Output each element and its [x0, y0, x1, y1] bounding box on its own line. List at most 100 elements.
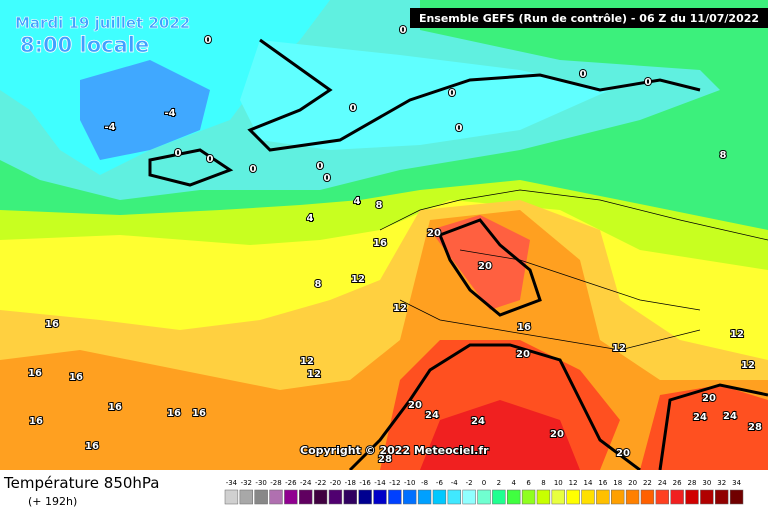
- legend-label: 28: [688, 479, 697, 487]
- legend-swatch: [447, 489, 461, 505]
- contour-label: 16: [167, 408, 181, 419]
- contour-label: 0: [175, 148, 182, 159]
- legend-label: -18: [345, 479, 356, 487]
- contour-label: 4: [354, 196, 361, 207]
- contour-label: 16: [517, 322, 531, 333]
- contour-label: 8: [720, 150, 727, 161]
- contour-label: 20: [516, 349, 530, 360]
- run-info: Ensemble GEFS (Run de contrôle) - 06 Z d…: [419, 12, 759, 25]
- contour-label: 16: [85, 441, 99, 452]
- contour-lines: [148, 38, 768, 472]
- contour-label: 0: [645, 77, 652, 88]
- contour-label: 0: [324, 173, 331, 184]
- legend-label: -30: [255, 479, 266, 487]
- contour-label: 12: [741, 360, 755, 371]
- legend-swatch: [462, 489, 476, 505]
- legend-swatch: [388, 489, 402, 505]
- copyright: Copyright © 2022 Meteociel.fr: [300, 444, 489, 457]
- contour-label: 0: [580, 69, 587, 80]
- legend-swatch: [700, 489, 714, 505]
- legend-label: -24: [300, 479, 312, 487]
- legend-swatch: [581, 489, 595, 505]
- contour-label: -4: [164, 108, 175, 119]
- contour-label: 24: [723, 411, 737, 422]
- legend-swatch: [269, 489, 283, 505]
- legend-swatch: [284, 489, 298, 505]
- contour-label: 12: [307, 369, 321, 380]
- legend-label: -6: [436, 479, 444, 487]
- contour-label: 12: [393, 303, 407, 314]
- legend-swatch: [715, 489, 729, 505]
- legend-label: -28: [270, 479, 281, 487]
- legend-label: 14: [584, 479, 593, 487]
- legend-swatch: [596, 489, 610, 505]
- legend-label: -4: [451, 479, 459, 487]
- legend-label: 20: [628, 479, 637, 487]
- contour-label: 16: [373, 238, 387, 249]
- contour-label: 0: [317, 161, 324, 172]
- contour-label: 0: [207, 154, 214, 165]
- contour-label: 0: [456, 123, 463, 134]
- legend-swatch: [417, 489, 432, 505]
- contour-label: 16: [108, 402, 122, 413]
- legend-label: 2: [497, 479, 501, 487]
- contour-label: 20: [550, 429, 564, 440]
- contour-label: 16: [28, 368, 42, 379]
- legend-label: 30: [702, 479, 711, 487]
- legend-label: 22: [643, 479, 652, 487]
- contour-label: 16: [192, 408, 206, 419]
- legend-swatch: [685, 489, 699, 505]
- contour-label: 24: [425, 410, 439, 421]
- legend-label: 32: [717, 479, 726, 487]
- contour-label: 0: [400, 25, 407, 36]
- legend-label: 10: [554, 479, 563, 487]
- contour-label: 28: [378, 454, 392, 465]
- legend-label: -10: [404, 479, 415, 487]
- color-legend: -34 -32 -30 -28 -26 -24 -22 -20 -18 -16 -14 -12 -10-…: [224, 479, 744, 505]
- contour-label: 16: [29, 416, 43, 427]
- map-background: [0, 0, 768, 470]
- legend-label: -26: [285, 479, 297, 487]
- contour-label: 20: [616, 448, 630, 459]
- legend-swatch: [328, 489, 343, 505]
- legend-swatch: [566, 489, 580, 505]
- contour-label: 16: [69, 372, 83, 383]
- legend-swatch: [655, 489, 669, 505]
- legend-swatch: [507, 489, 521, 505]
- parameter: Température 850hPa: [3, 474, 160, 492]
- contour-label: 12: [351, 274, 365, 285]
- legend-label: 18: [613, 479, 622, 487]
- legend-swatch: [521, 489, 536, 505]
- contour-label: 16: [45, 319, 59, 330]
- legend-label: -22: [315, 479, 326, 487]
- legend-label: -2: [466, 479, 473, 487]
- legend-label: 26: [673, 479, 682, 487]
- legend-label: -34: [226, 479, 238, 487]
- contour-label: -4: [104, 122, 115, 133]
- contour-label: 12: [730, 329, 744, 340]
- legend-swatch: [254, 489, 268, 505]
- legend-label: -8: [421, 479, 428, 487]
- contour-label: 12: [612, 343, 626, 354]
- legend-swatch: [358, 489, 372, 505]
- legend-swatch: [729, 489, 744, 505]
- legend-swatch: [477, 489, 491, 505]
- legend-label: -12: [389, 479, 400, 487]
- contour-label: 0: [250, 164, 257, 175]
- contour-label: 24: [693, 412, 707, 423]
- legend-swatch: [432, 489, 447, 505]
- contour-label: 4: [307, 213, 314, 224]
- contour-label: 20: [408, 400, 422, 411]
- contour-label: 8: [376, 200, 383, 211]
- contour-label: 12: [300, 356, 314, 367]
- legend-label: -14: [374, 479, 386, 487]
- legend-label: -32: [241, 479, 252, 487]
- legend-label: 24: [658, 479, 667, 487]
- legend-label: 4: [511, 479, 516, 487]
- legend-swatch: [403, 489, 417, 505]
- legend-swatch: [313, 489, 328, 505]
- legend-label: 34: [732, 479, 741, 487]
- contour-label: 8: [315, 279, 322, 290]
- legend-swatch: [551, 489, 565, 505]
- legend-swatch: [299, 489, 313, 505]
